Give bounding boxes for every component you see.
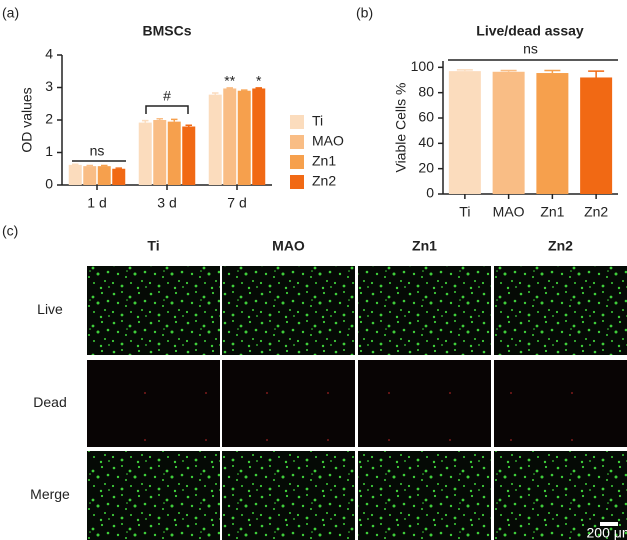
legend-swatch (290, 155, 304, 169)
annotation: # (163, 88, 171, 104)
legend-swatch (290, 175, 304, 189)
bar (536, 73, 569, 194)
micrograph (87, 360, 220, 447)
legend-swatch (290, 115, 304, 129)
bar (83, 166, 97, 185)
y-tick-label: 3 (45, 78, 53, 94)
annotation-bracket (145, 105, 189, 114)
y-tick-label: 1 (45, 143, 53, 159)
bar (68, 164, 82, 185)
error-bar (72, 163, 79, 165)
column-header: Zn1 (412, 238, 437, 254)
column-header: Zn2 (548, 238, 573, 254)
bar (252, 88, 266, 185)
column-header: Ti (147, 238, 159, 254)
annotation: ns (523, 41, 538, 57)
legend-label: MAO (312, 133, 344, 149)
micrograph (358, 266, 491, 355)
row-label: Merge (30, 486, 70, 502)
panel-label: (c) (2, 223, 18, 239)
micrograph (87, 266, 220, 355)
error-bar (255, 87, 262, 89)
y-tick-label: 0 (45, 176, 53, 192)
error-bar (500, 69, 517, 72)
y-tick-label: 20 (418, 159, 434, 175)
chart-title: BMSCs (142, 23, 191, 39)
scale-bar (600, 522, 618, 526)
error-bar (544, 69, 561, 74)
micrograph (222, 451, 355, 540)
legend-swatch (290, 135, 304, 149)
bar (167, 121, 181, 185)
error-bar (115, 167, 122, 169)
y-tick-label: 4 (45, 46, 53, 62)
legend-label: Ti (312, 113, 323, 129)
micrograph (222, 266, 355, 355)
legend-label: Zn2 (312, 173, 336, 189)
y-axis-label: Viable Cells % (393, 82, 409, 172)
error-bar (86, 164, 93, 167)
micrograph (358, 451, 491, 540)
x-tick-label: 1 d (87, 195, 106, 211)
micrograph (358, 360, 491, 447)
annotation: ** (224, 73, 235, 89)
row-label: Dead (33, 394, 66, 410)
micrograph (494, 266, 627, 355)
x-tick-label: Zn2 (584, 204, 608, 220)
y-tick-label: 80 (418, 83, 434, 99)
error-bar (226, 87, 233, 89)
column-header: MAO (272, 238, 305, 254)
bar (208, 94, 222, 185)
error-bar (142, 119, 149, 123)
x-tick-label: Zn1 (540, 204, 564, 220)
error-bar (156, 117, 163, 120)
y-tick-label: 2 (45, 111, 53, 127)
micrograph (87, 451, 220, 540)
error-bar (212, 92, 219, 95)
bar (97, 166, 111, 185)
legend-label: Zn1 (312, 153, 336, 169)
bar (580, 77, 613, 194)
bar (237, 90, 251, 185)
error-bar (101, 164, 108, 167)
scale-bar-label: 200 μm (587, 525, 627, 540)
image-grid (87, 266, 627, 540)
error-bar (456, 69, 473, 72)
y-tick-label: 0 (426, 185, 434, 201)
bar (182, 126, 196, 185)
error-bar (185, 124, 192, 127)
y-axis-label: OD values (19, 87, 35, 152)
bar (112, 168, 126, 185)
panel-label: (a) (2, 5, 19, 21)
bar (448, 71, 481, 194)
y-tick-label: 40 (418, 134, 434, 150)
x-tick-label: 7 d (227, 195, 246, 211)
chart-title: Live/dead assay (476, 23, 584, 39)
bar (138, 122, 152, 185)
y-tick-label: 60 (418, 109, 434, 125)
bar (492, 71, 525, 194)
bar (153, 120, 167, 185)
x-tick-label: 3 d (157, 195, 176, 211)
micrograph (494, 360, 627, 447)
x-tick-label: Ti (459, 204, 470, 220)
error-bar (241, 89, 248, 91)
annotation: ns (90, 143, 105, 159)
row-label: Live (37, 301, 63, 317)
error-bar (171, 118, 178, 122)
error-bar (588, 70, 605, 78)
x-tick-label: MAO (493, 204, 525, 220)
panel-label: (b) (356, 5, 373, 21)
y-tick-label: 100 (411, 58, 435, 74)
micrograph (222, 360, 355, 447)
annotation: * (256, 73, 262, 89)
bar (223, 88, 237, 185)
